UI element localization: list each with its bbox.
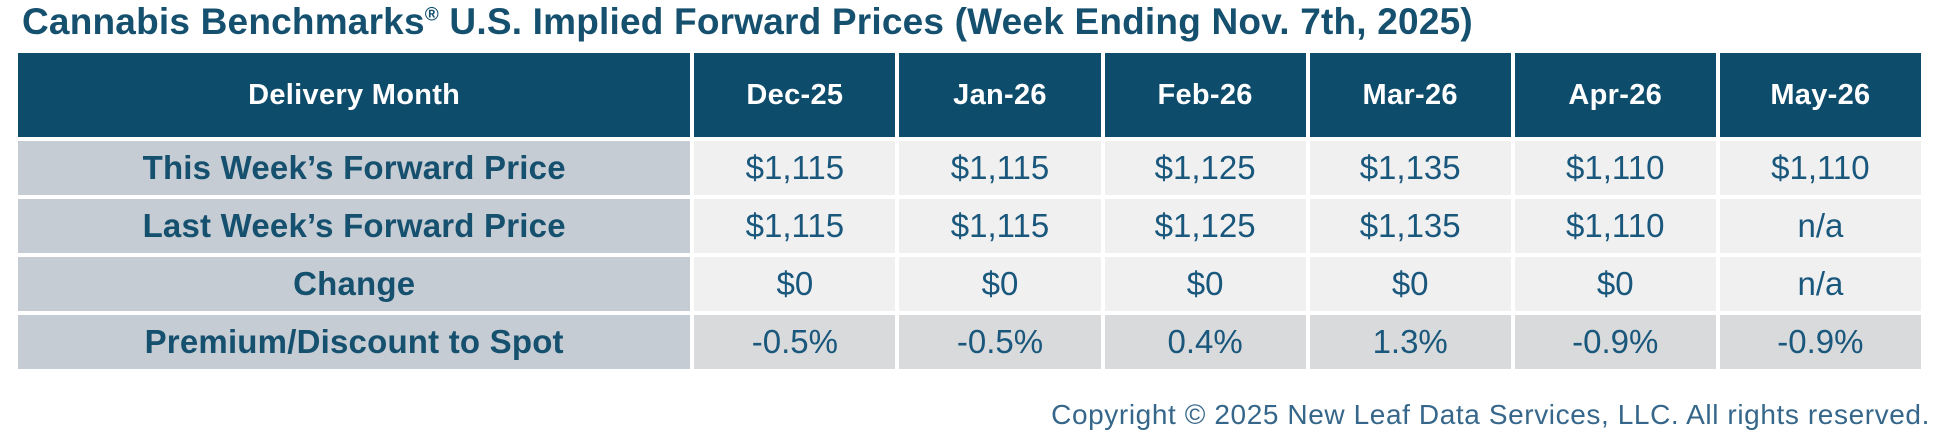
cell-value: n/a [1719, 199, 1921, 253]
title-rest: U.S. Implied Forward Prices (Week Ending… [438, 1, 1473, 42]
table-row-change: Change $0 $0 $0 $0 $0 n/a [18, 257, 1921, 311]
cell-value: $1,115 [899, 199, 1101, 253]
forward-prices-table: Delivery Month Dec-25 Jan-26 Feb-26 Mar-… [14, 49, 1925, 373]
copyright-notice: Copyright © 2025 New Leaf Data Services,… [1051, 399, 1930, 430]
cell-value: $0 [1104, 257, 1306, 311]
table-row-last-week: Last Week’s Forward Price $1,115 $1,115 … [18, 199, 1921, 253]
column-header-may-26: May-26 [1719, 53, 1921, 137]
column-header-jan-26: Jan-26 [899, 53, 1101, 137]
column-header-feb-26: Feb-26 [1104, 53, 1306, 137]
column-header-apr-26: Apr-26 [1514, 53, 1716, 137]
cell-value: $1,125 [1104, 199, 1306, 253]
row-label-this-week: This Week’s Forward Price [18, 141, 691, 195]
row-label-last-week: Last Week’s Forward Price [18, 199, 691, 253]
cell-value: 0.4% [1104, 315, 1306, 369]
registered-trademark-symbol: ® [424, 4, 439, 26]
column-header-dec-25: Dec-25 [694, 53, 896, 137]
cell-value: $1,110 [1719, 141, 1921, 195]
cell-value: $1,115 [694, 199, 896, 253]
table-row-this-week: This Week’s Forward Price $1,115 $1,115 … [18, 141, 1921, 195]
cell-value: $0 [1514, 257, 1716, 311]
cell-value: -0.9% [1514, 315, 1716, 369]
cell-value: -0.5% [899, 315, 1101, 369]
column-header-delivery-month: Delivery Month [18, 53, 691, 137]
cell-value: $1,135 [1309, 141, 1511, 195]
row-label-change: Change [18, 257, 691, 311]
cell-value: n/a [1719, 257, 1921, 311]
cell-value: $0 [899, 257, 1101, 311]
row-label-premium-discount: Premium/Discount to Spot [18, 315, 691, 369]
title-brand: Cannabis Benchmarks [22, 1, 425, 42]
column-header-mar-26: Mar-26 [1309, 53, 1511, 137]
cell-value: $1,115 [899, 141, 1101, 195]
cell-value: $1,115 [694, 141, 896, 195]
cell-value: $0 [694, 257, 896, 311]
cell-value: -0.9% [1719, 315, 1921, 369]
cell-value: $1,110 [1514, 141, 1716, 195]
cell-value: $1,125 [1104, 141, 1306, 195]
cell-value: $1,110 [1514, 199, 1716, 253]
page-title: Cannabis Benchmarks® U.S. Implied Forwar… [22, 1, 1473, 43]
cell-value: $1,135 [1309, 199, 1511, 253]
table-header-row: Delivery Month Dec-25 Jan-26 Feb-26 Mar-… [18, 53, 1921, 137]
cell-value: -0.5% [694, 315, 896, 369]
table-row-premium-discount: Premium/Discount to Spot -0.5% -0.5% 0.4… [18, 315, 1921, 369]
cell-value: $0 [1309, 257, 1511, 311]
cell-value: 1.3% [1309, 315, 1511, 369]
